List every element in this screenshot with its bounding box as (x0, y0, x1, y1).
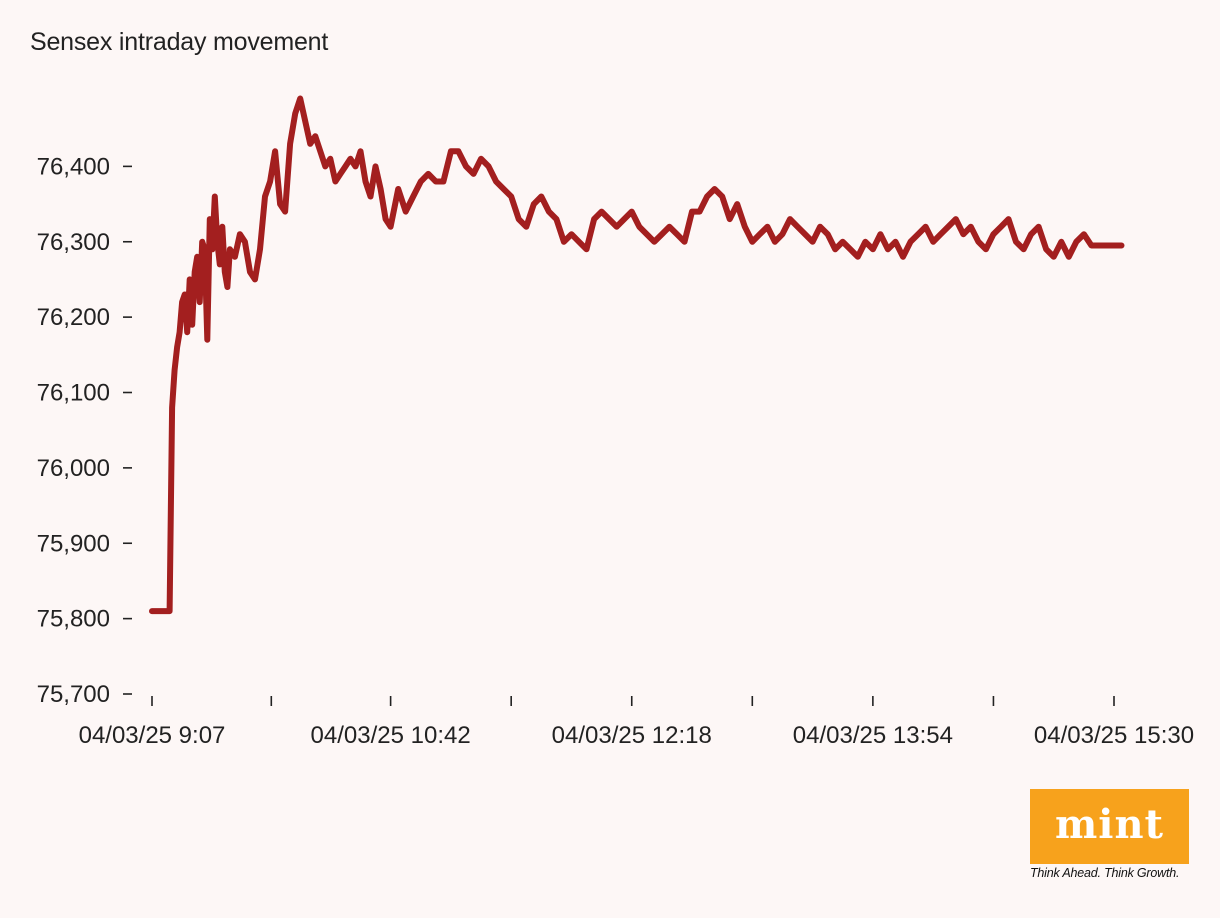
series-layer (149, 95, 1125, 615)
x-tick-label: 04/03/25 15:30 (1034, 722, 1194, 749)
y-axis: 75,700 75,800 75,900 76,000 76,100 76,200 76,3… (37, 153, 132, 708)
mint-logo: mint (1030, 789, 1189, 864)
chart-title: Sensex intraday movement (30, 28, 329, 56)
x-tick-label: 04/03/25 9:07 (79, 722, 226, 749)
y-tick-label: 76,200 (37, 304, 110, 331)
x-tick-label: 04/03/25 13:54 (793, 722, 953, 749)
x-tick-label: 04/03/25 10:42 (311, 722, 471, 749)
y-tick-label: 76,000 (37, 455, 110, 482)
y-tick-label: 75,900 (37, 530, 110, 557)
y-tick-label: 76,100 (37, 380, 110, 407)
y-tick-label: 76,300 (37, 229, 110, 256)
x-tick-label: 04/03/25 12:18 (552, 722, 712, 749)
y-tick-label: 75,700 (37, 681, 110, 708)
y-tick-label: 76,400 (37, 153, 110, 180)
y-tick-label: 75,800 (37, 606, 110, 633)
logo-wordmark: mint (1054, 801, 1165, 848)
brand-tagline: Think Ahead. Think Growth. (1030, 866, 1180, 880)
x-axis: 04/03/25 9:07 04/03/25 10:42 04/03/25 12:1… (79, 696, 1194, 749)
series-line (149, 95, 1125, 615)
